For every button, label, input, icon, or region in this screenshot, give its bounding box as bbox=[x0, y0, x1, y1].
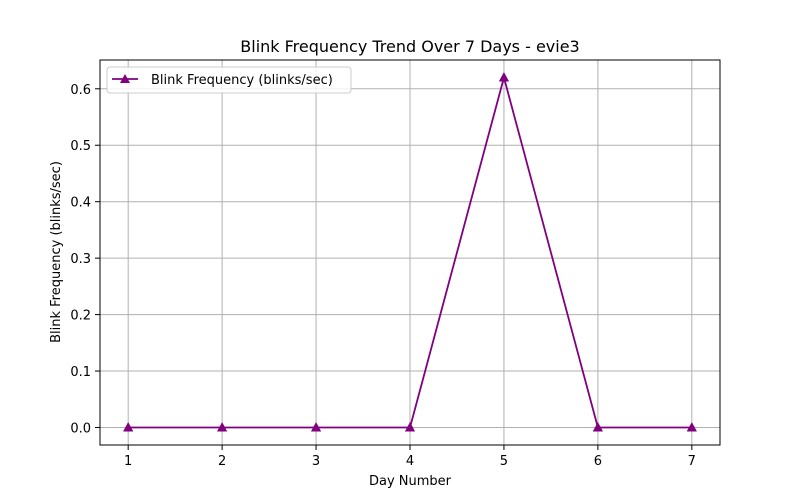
x-tick-label: 3 bbox=[312, 454, 320, 469]
data-point-marker bbox=[123, 421, 134, 432]
x-tick-label: 5 bbox=[500, 454, 508, 469]
data-point-marker bbox=[592, 421, 604, 432]
x-tick-label: 1 bbox=[124, 454, 132, 469]
x-axis: 1 2 3 4 5 6 7 bbox=[124, 445, 696, 469]
data-point-marker bbox=[686, 421, 697, 432]
y-axis-label: Blink Frequency (blinks/sec) bbox=[49, 161, 64, 343]
x-tick-label: 7 bbox=[688, 454, 696, 469]
chart-title: Blink Frequency Trend Over 7 Days - evie… bbox=[240, 37, 579, 56]
x-tick-label: 2 bbox=[218, 454, 226, 469]
data-point-marker bbox=[498, 71, 510, 82]
data-point-marker bbox=[404, 421, 416, 432]
y-tick-label: 0.5 bbox=[70, 139, 91, 154]
y-tick-label: 0.2 bbox=[70, 309, 91, 324]
y-tick-label: 0.1 bbox=[70, 365, 91, 380]
legend: Blink Frequency (blinks/sec) bbox=[106, 66, 352, 94]
x-axis-label: Day Number bbox=[369, 474, 452, 489]
legend-triangle-marker bbox=[120, 74, 130, 83]
y-axis: 0.0 0.1 0.2 0.3 0.4 0.5 0.6 bbox=[70, 83, 100, 437]
y-tick-label: 0.6 bbox=[70, 83, 91, 98]
y-tick-label: 0.3 bbox=[70, 252, 91, 267]
y-tick-label: 0.0 bbox=[70, 422, 91, 437]
data-point-marker bbox=[310, 421, 322, 432]
legend-entry-label: Blink Frequency (blinks/sec) bbox=[151, 73, 333, 88]
y-tick-label: 0.4 bbox=[70, 196, 91, 211]
x-tick-label: 4 bbox=[406, 454, 414, 469]
series-layer bbox=[123, 71, 697, 432]
legend-box bbox=[106, 66, 352, 94]
x-tick-label: 6 bbox=[594, 454, 602, 469]
data-point-marker bbox=[216, 421, 228, 432]
